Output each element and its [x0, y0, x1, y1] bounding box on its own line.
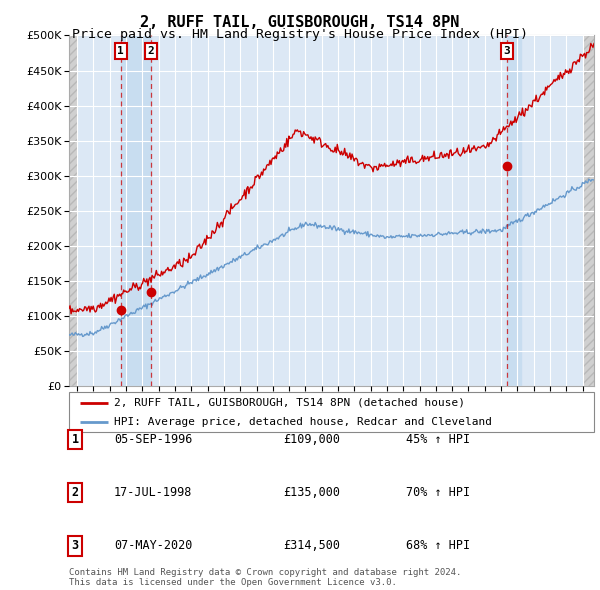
Text: 2, RUFF TAIL, GUISBOROUGH, TS14 8PN (detached house): 2, RUFF TAIL, GUISBOROUGH, TS14 8PN (det… — [113, 398, 464, 408]
Text: 68% ↑ HPI: 68% ↑ HPI — [406, 539, 470, 552]
Text: HPI: Average price, detached house, Redcar and Cleveland: HPI: Average price, detached house, Redc… — [113, 417, 491, 427]
Text: 2: 2 — [71, 486, 79, 499]
Text: 2, RUFF TAIL, GUISBOROUGH, TS14 8PN: 2, RUFF TAIL, GUISBOROUGH, TS14 8PN — [140, 15, 460, 30]
Text: 70% ↑ HPI: 70% ↑ HPI — [406, 486, 470, 499]
Text: 2: 2 — [148, 46, 154, 56]
Text: £135,000: £135,000 — [284, 486, 341, 499]
Text: 1: 1 — [71, 433, 79, 446]
Text: 45% ↑ HPI: 45% ↑ HPI — [406, 433, 470, 446]
Text: 1: 1 — [118, 46, 124, 56]
Text: 17-JUL-1998: 17-JUL-1998 — [114, 486, 192, 499]
Text: 3: 3 — [71, 539, 79, 552]
FancyBboxPatch shape — [69, 392, 594, 432]
Text: £314,500: £314,500 — [284, 539, 341, 552]
Bar — [121, 35, 151, 386]
Bar — [507, 35, 521, 386]
Text: Contains HM Land Registry data © Crown copyright and database right 2024.
This d: Contains HM Land Registry data © Crown c… — [69, 568, 461, 587]
Text: 05-SEP-1996: 05-SEP-1996 — [114, 433, 192, 446]
Text: 07-MAY-2020: 07-MAY-2020 — [114, 539, 192, 552]
Text: Price paid vs. HM Land Registry's House Price Index (HPI): Price paid vs. HM Land Registry's House … — [72, 28, 528, 41]
Text: 3: 3 — [503, 46, 510, 56]
Text: £109,000: £109,000 — [284, 433, 341, 446]
